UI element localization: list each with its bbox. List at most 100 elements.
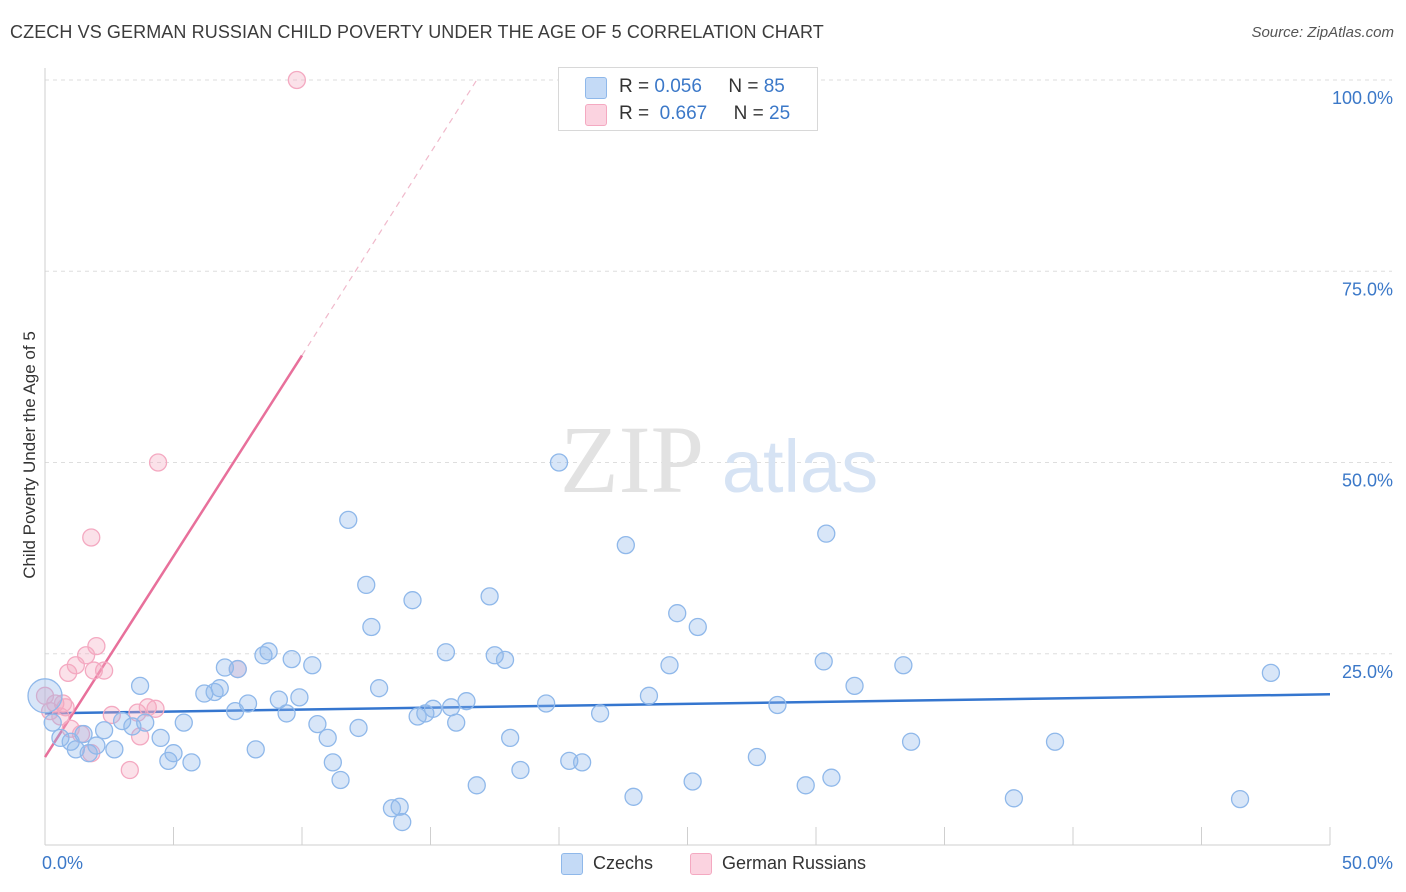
czechs-point: [814, 652, 833, 671]
czechs-point: [660, 656, 679, 675]
czechs-point: [130, 676, 150, 696]
y-tick-label: 25.0%: [1342, 662, 1393, 682]
czechs-point: [151, 728, 170, 748]
german-russians-point: [130, 727, 150, 746]
czechs-n-value: 85: [763, 76, 785, 97]
data-points: [27, 70, 1281, 832]
czechs-point: [537, 694, 556, 713]
czechs-point: [282, 649, 301, 669]
czechs-point: [238, 694, 258, 713]
czechs-point: [339, 510, 358, 530]
watermark-zip: ZIP: [560, 406, 704, 513]
czechs-point: [210, 679, 229, 698]
y-tick-label: 50.0%: [1342, 471, 1393, 491]
czechs-r-value: 0.056: [654, 76, 702, 97]
czechs-point: [369, 679, 389, 698]
czechs-point: [747, 747, 767, 767]
german-russians-swatch: [585, 104, 607, 126]
czechs-point: [501, 728, 520, 748]
czechs-point: [572, 753, 592, 772]
y-tick-label: 75.0%: [1342, 279, 1393, 299]
german-russians-point: [53, 694, 73, 713]
czechs-point: [349, 718, 368, 738]
czechs-point: [457, 692, 476, 711]
german-russians-legend-label: German Russians: [722, 853, 867, 873]
czechs-point: [357, 575, 376, 595]
czechs-point: [845, 676, 864, 696]
x-tick-label: 50.0%: [1342, 853, 1393, 873]
german-russians-point: [94, 661, 114, 680]
czechs-point: [246, 740, 265, 759]
czechs-point: [94, 721, 114, 740]
czechs-legend-swatch: [561, 853, 583, 875]
czechs-point: [467, 776, 486, 795]
trendlines: [43, 79, 1331, 758]
czechs-point: [616, 535, 635, 555]
german-russians-point: [138, 698, 157, 717]
czechs-point: [894, 656, 913, 675]
czechs-point: [423, 699, 443, 718]
czechs-point: [79, 744, 98, 763]
czechs-point: [43, 713, 62, 732]
x-tick-labels: 0.0% 50.0%: [42, 853, 1393, 873]
legend-n-label: N =: [733, 103, 764, 124]
czechs-point: [436, 643, 456, 662]
czechs-point: [174, 713, 193, 732]
czechs-point: [683, 772, 702, 791]
czechs-point: [393, 812, 412, 832]
czechs-point: [362, 617, 381, 637]
czechs-point: [318, 728, 337, 748]
czechs-point: [901, 732, 921, 751]
x-tick-label: 0.0%: [42, 853, 83, 873]
czechs-point: [639, 686, 659, 705]
czechs-point: [277, 704, 296, 723]
czechs-point: [182, 753, 201, 772]
german-russians-point: [146, 699, 165, 718]
german-russians-point: [82, 528, 101, 547]
czechs-point: [485, 646, 504, 665]
czechs-point: [303, 656, 322, 675]
german-russians-point: [58, 663, 78, 683]
axes: [44, 68, 1331, 846]
czechs-point: [768, 695, 787, 715]
german-russians-legend-swatch: [690, 853, 712, 875]
czechs-point: [668, 604, 687, 623]
czechs-swatch: [585, 77, 607, 99]
czechs-point: [323, 753, 342, 772]
czechs-point: [269, 690, 289, 709]
y-tick-label: 100.0%: [1332, 88, 1393, 108]
czechs-point: [796, 776, 815, 795]
czechs-point: [308, 714, 327, 734]
german-russians-point: [287, 70, 307, 90]
czechs-point: [1004, 789, 1024, 808]
czechs-point: [817, 524, 836, 543]
german-russians-point: [120, 760, 139, 780]
czechs-point: [290, 688, 309, 707]
german-russians-n-value: 25: [769, 103, 791, 124]
czechs-point: [382, 799, 402, 818]
czechs-point: [480, 587, 499, 606]
watermark-atlas: atlas: [722, 425, 878, 508]
czechs-point: [51, 728, 70, 748]
y-tick-labels: 25.0% 50.0% 75.0% 100.0%: [1332, 88, 1393, 682]
watermark: ZIP atlas: [560, 406, 878, 513]
czechs-point: [590, 704, 610, 723]
czechs-legend-label: Czechs: [593, 853, 654, 873]
legend-r-label: R =: [619, 76, 650, 97]
gridlines: [45, 79, 1392, 655]
czechs-point: [74, 724, 93, 744]
chart-title: CZECH VS GERMAN RUSSIAN CHILD POVERTY UN…: [10, 22, 824, 42]
czechs-point: [624, 787, 643, 806]
czechs-point: [403, 591, 422, 610]
czechs-point: [822, 768, 841, 787]
german-russians-point: [102, 705, 121, 725]
czechs-point: [549, 453, 569, 472]
czechs-point: [390, 797, 409, 816]
german-russians-point: [87, 636, 106, 656]
german-russians-point: [128, 703, 147, 722]
czechs-point: [495, 650, 515, 670]
czechs-point: [441, 698, 461, 717]
czechs-point: [112, 711, 132, 731]
czechs-point: [1261, 663, 1281, 683]
